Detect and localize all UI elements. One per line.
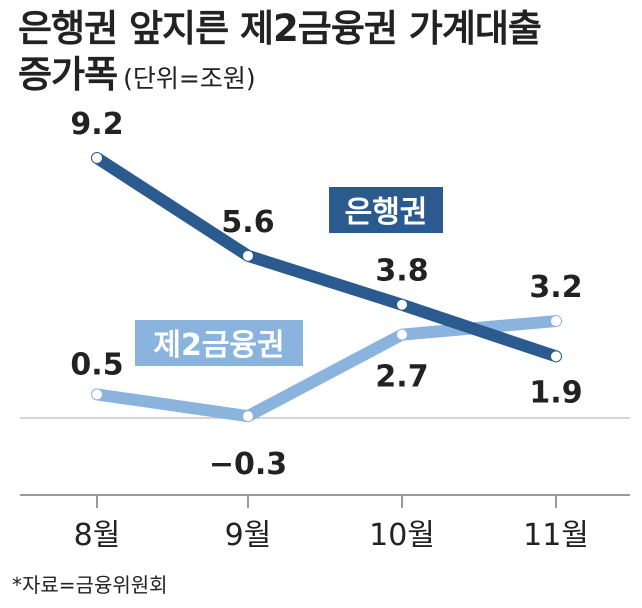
data-label-second-tier: −0.3 [209,447,287,482]
series-point-bank [92,153,102,163]
series-point-bank [397,299,407,310]
data-label-second-tier: 3.2 [529,270,582,305]
data-label-bank: 5.6 [221,205,274,240]
series-point-bank [551,351,561,362]
legend-label-second-tier: 제2금융권 [153,328,284,363]
data-label-bank: 3.8 [375,254,428,289]
data-label-second-tier: 0.5 [70,347,123,382]
chart-title: 은행권 앞지른 제2금융권 가계대출 증가폭 (단위=조원) [18,6,542,102]
legend-box-bank [329,187,443,233]
legend-label-bank: 은행권 [345,195,428,230]
x-tick-label: 11월 [523,518,589,553]
series-line-bank [91,152,562,363]
series-point-second-tier [551,316,561,327]
title-line-1: 은행권 앞지른 제2금융권 가계대출 [18,7,542,50]
unit-label: (단위=조원) [123,64,256,93]
series-point-second-tier [397,329,407,340]
title-line-2: 증가폭 (단위=조원) [18,52,541,102]
series-point-second-tier [243,411,253,422]
data-label-second-tier: 2.7 [375,360,428,395]
x-tick-label: 8월 [74,518,121,553]
x-tick-label: 10월 [369,518,435,553]
x-tick-label: 9월 [225,518,272,553]
source-note: *자료=금융위원회 [12,573,168,597]
series-point-second-tier [92,389,102,400]
data-label-bank: 9.2 [70,107,123,142]
legend-box-second-tier [135,320,303,366]
series-point-bank [243,250,253,261]
data-label-bank: 1.9 [529,375,582,410]
title-line-2-text: 증가폭 [18,53,118,96]
